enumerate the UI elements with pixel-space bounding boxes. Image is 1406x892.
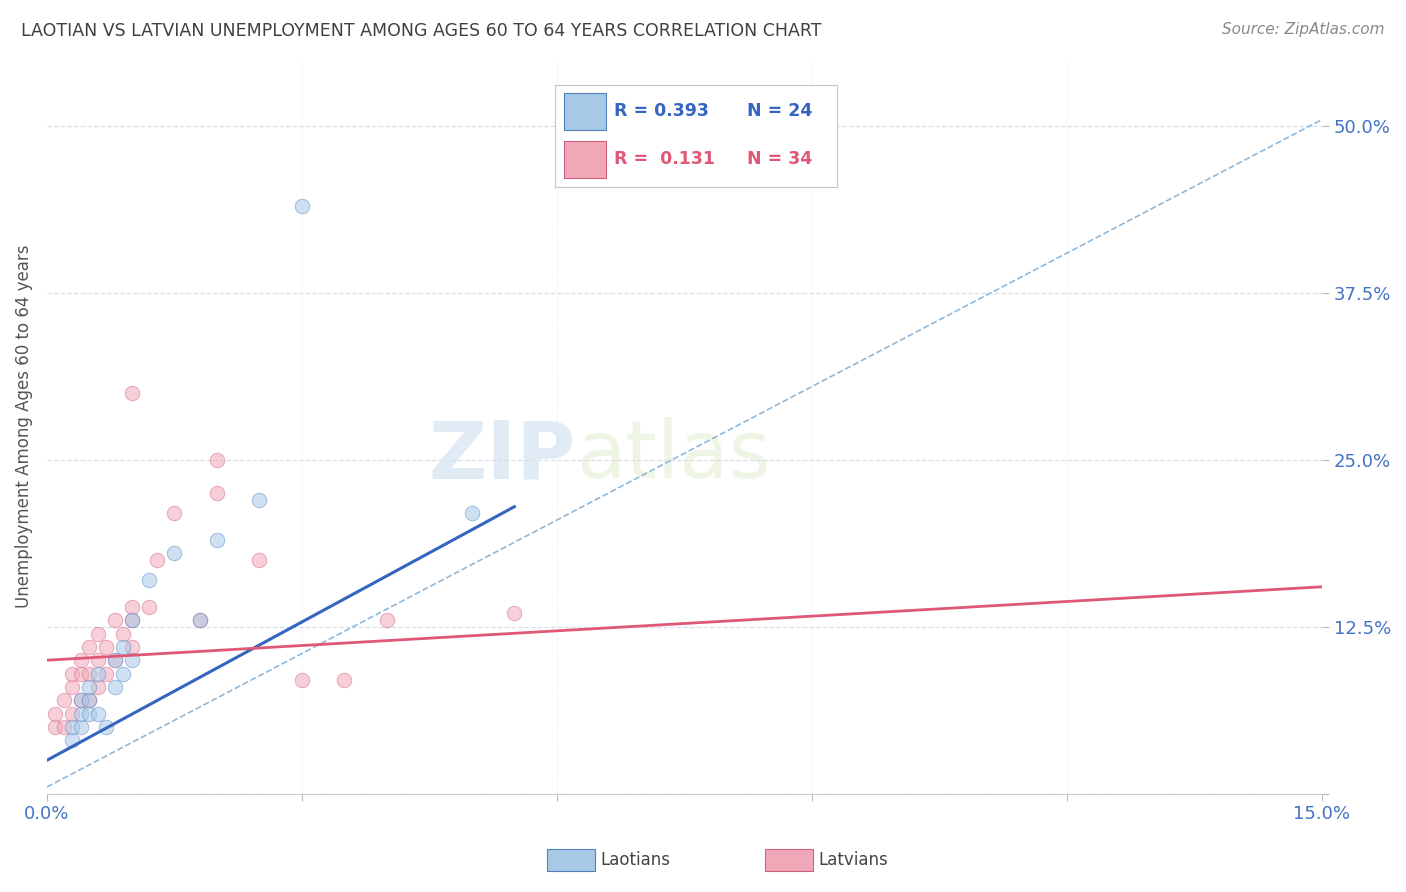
Point	[121, 599, 143, 614]
Point	[291, 199, 314, 213]
Point	[247, 553, 270, 567]
Point	[60, 733, 83, 747]
Point	[138, 573, 160, 587]
Text: R =  0.131: R = 0.131	[614, 150, 716, 168]
Y-axis label: Unemployment Among Ages 60 to 64 years: Unemployment Among Ages 60 to 64 years	[15, 245, 32, 608]
Point	[70, 666, 93, 681]
Point	[79, 693, 101, 707]
Point	[60, 706, 83, 721]
Point	[112, 666, 135, 681]
Point	[188, 613, 211, 627]
Text: R = 0.393: R = 0.393	[614, 103, 709, 120]
Point	[104, 653, 127, 667]
Point	[79, 666, 101, 681]
Point	[44, 706, 66, 721]
Point	[52, 720, 75, 734]
Point	[87, 653, 110, 667]
Point	[138, 599, 160, 614]
Text: LAOTIAN VS LATVIAN UNEMPLOYMENT AMONG AGES 60 TO 64 YEARS CORRELATION CHART: LAOTIAN VS LATVIAN UNEMPLOYMENT AMONG AG…	[21, 22, 821, 40]
Text: Laotians: Laotians	[600, 851, 671, 869]
Point	[79, 693, 101, 707]
Point	[121, 386, 143, 401]
Point	[291, 673, 314, 688]
Point	[121, 613, 143, 627]
Text: Latvians: Latvians	[818, 851, 889, 869]
FancyBboxPatch shape	[564, 93, 606, 130]
Point	[205, 486, 228, 500]
Text: Source: ZipAtlas.com: Source: ZipAtlas.com	[1222, 22, 1385, 37]
Point	[87, 666, 110, 681]
Point	[87, 626, 110, 640]
Point	[87, 680, 110, 694]
Point	[104, 680, 127, 694]
Text: N = 34: N = 34	[747, 150, 811, 168]
Point	[163, 507, 186, 521]
Point	[461, 507, 484, 521]
Point	[79, 640, 101, 654]
Point	[60, 720, 83, 734]
Point	[205, 453, 228, 467]
Point	[503, 607, 526, 621]
Point	[70, 706, 93, 721]
Point	[96, 720, 118, 734]
Point	[70, 693, 93, 707]
Point	[52, 693, 75, 707]
Point	[87, 706, 110, 721]
Point	[121, 613, 143, 627]
Point	[79, 680, 101, 694]
Point	[60, 666, 83, 681]
Point	[104, 653, 127, 667]
Text: N = 24: N = 24	[747, 103, 811, 120]
Point	[146, 553, 169, 567]
Point	[70, 720, 93, 734]
Text: ZIP: ZIP	[429, 417, 576, 495]
Text: atlas: atlas	[576, 417, 770, 495]
Point	[121, 653, 143, 667]
Point	[247, 493, 270, 508]
Point	[188, 613, 211, 627]
Point	[70, 693, 93, 707]
Point	[96, 640, 118, 654]
Point	[70, 653, 93, 667]
Point	[112, 640, 135, 654]
FancyBboxPatch shape	[564, 141, 606, 178]
Point	[333, 673, 356, 688]
Point	[121, 640, 143, 654]
Point	[112, 626, 135, 640]
Point	[163, 546, 186, 560]
Point	[104, 613, 127, 627]
Point	[44, 720, 66, 734]
Point	[79, 706, 101, 721]
Point	[60, 680, 83, 694]
Point	[205, 533, 228, 547]
Point	[96, 666, 118, 681]
Point	[375, 613, 398, 627]
